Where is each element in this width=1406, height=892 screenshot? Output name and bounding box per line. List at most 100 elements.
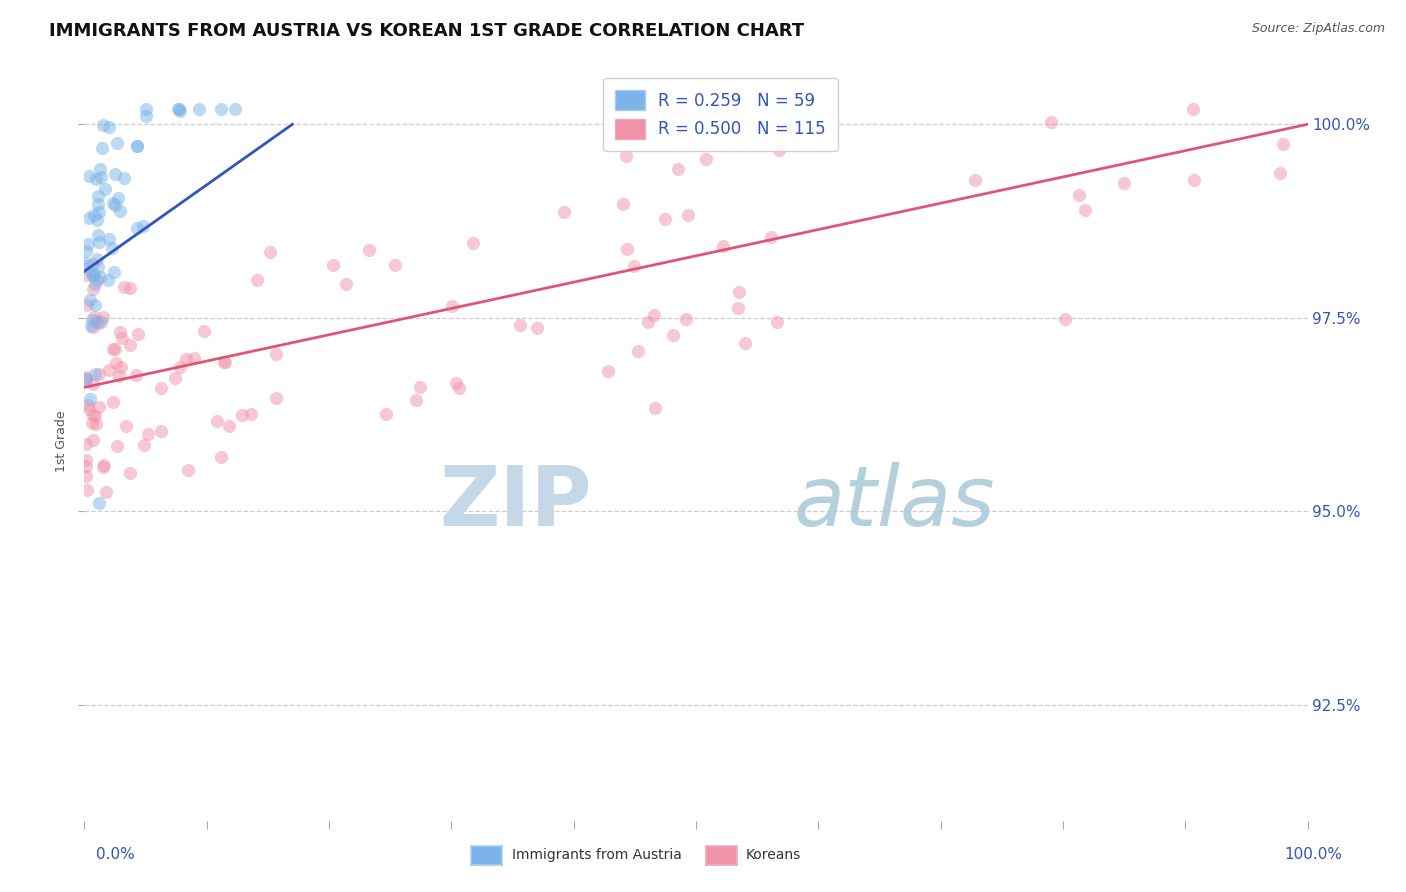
- Point: [86, 273, 108, 287]
- Text: 100.0%: 100.0%: [1285, 847, 1343, 862]
- Point: [80, 417, 103, 431]
- Point: [409, 380, 432, 394]
- Point: [84, 417, 107, 431]
- Point: [405, 392, 427, 407]
- Point: [101, 196, 124, 211]
- Point: [259, 245, 281, 260]
- Point: [612, 196, 634, 211]
- Point: [734, 335, 756, 350]
- Point: [118, 467, 141, 481]
- Point: [97, 273, 120, 287]
- Point: [666, 161, 689, 176]
- Point: [335, 277, 357, 292]
- Point: [87, 316, 110, 330]
- Point: [183, 351, 205, 366]
- Point: [727, 301, 749, 315]
- Point: [90, 169, 112, 184]
- Point: [77, 211, 100, 225]
- Point: [135, 109, 157, 123]
- Point: [89, 161, 111, 176]
- Point: [89, 269, 111, 284]
- Point: [105, 439, 128, 453]
- Point: [224, 102, 246, 116]
- Point: [104, 343, 127, 357]
- Point: [1270, 166, 1292, 180]
- Point: [87, 205, 110, 219]
- Point: [75, 459, 97, 474]
- Point: [166, 102, 188, 116]
- Point: [75, 437, 97, 451]
- Point: [766, 315, 789, 329]
- Point: [1112, 176, 1135, 190]
- Point: [136, 427, 159, 442]
- Point: [75, 372, 97, 386]
- Point: [231, 408, 253, 422]
- Point: [553, 205, 575, 219]
- Point: [695, 153, 717, 167]
- Point: [105, 136, 128, 151]
- Point: [1053, 311, 1076, 326]
- Point: [212, 355, 235, 369]
- Point: [82, 433, 104, 447]
- Point: [1182, 102, 1205, 116]
- Point: [526, 321, 548, 335]
- Point: [86, 212, 108, 227]
- Point: [149, 424, 172, 438]
- Point: [86, 260, 108, 274]
- Point: [209, 102, 232, 116]
- Point: [384, 258, 406, 272]
- Point: [205, 414, 228, 428]
- Text: ZIP: ZIP: [440, 462, 592, 542]
- Text: Source: ZipAtlas.com: Source: ZipAtlas.com: [1251, 22, 1385, 36]
- Point: [80, 313, 103, 327]
- Point: [135, 102, 157, 116]
- Point: [1039, 115, 1062, 129]
- Point: [643, 308, 665, 322]
- Point: [84, 409, 107, 423]
- Point: [1182, 172, 1205, 186]
- Point: [112, 171, 135, 186]
- Point: [169, 360, 191, 375]
- Point: [75, 256, 97, 270]
- Point: [82, 257, 104, 271]
- Point: [375, 407, 398, 421]
- Point: [218, 418, 240, 433]
- Point: [120, 281, 142, 295]
- Point: [82, 320, 104, 334]
- Point: [115, 418, 138, 433]
- Text: Immigrants from Austria: Immigrants from Austria: [512, 848, 682, 863]
- Point: [82, 268, 104, 283]
- Point: [104, 198, 127, 212]
- Point: [463, 235, 485, 250]
- Point: [193, 324, 215, 338]
- Point: [1271, 136, 1294, 151]
- Point: [86, 314, 108, 328]
- Point: [84, 298, 107, 312]
- Point: [174, 351, 197, 366]
- Point: [132, 438, 155, 452]
- Point: [110, 359, 132, 374]
- Point: [87, 368, 110, 382]
- Text: IMMIGRANTS FROM AUSTRIA VS KOREAN 1ST GRADE CORRELATION CHART: IMMIGRANTS FROM AUSTRIA VS KOREAN 1ST GR…: [49, 22, 804, 40]
- Point: [112, 279, 135, 293]
- Point: [87, 496, 110, 510]
- Point: [214, 355, 236, 369]
- Point: [127, 220, 149, 235]
- Point: [83, 368, 105, 382]
- Point: [727, 285, 749, 299]
- Point: [91, 459, 114, 474]
- Point: [245, 273, 267, 287]
- Point: [322, 259, 344, 273]
- Point: [87, 196, 110, 211]
- Point: [93, 182, 115, 196]
- Text: 0.0%: 0.0%: [96, 847, 135, 862]
- Point: [167, 102, 190, 116]
- Point: [77, 402, 100, 417]
- Point: [83, 208, 105, 222]
- Point: [91, 118, 114, 132]
- Point: [82, 282, 104, 296]
- Point: [768, 143, 790, 157]
- Point: [97, 363, 120, 377]
- Point: [704, 103, 727, 117]
- Point: [75, 371, 97, 385]
